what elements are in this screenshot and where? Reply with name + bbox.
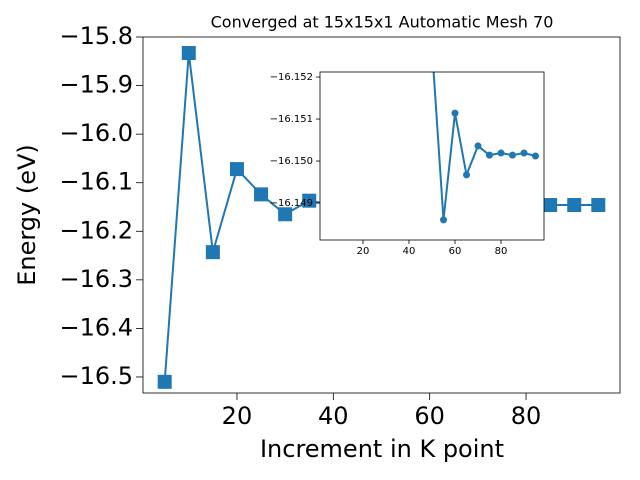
marker — [474, 142, 482, 150]
x-tick-label: 80 — [511, 402, 542, 430]
x-tick-label: 80 — [495, 246, 508, 257]
axes-frame — [319, 71, 545, 241]
marker — [591, 198, 606, 213]
x-tick-label: 20 — [357, 246, 370, 257]
marker — [543, 198, 558, 213]
marker — [205, 245, 220, 260]
x-tick-label: 20 — [222, 402, 253, 430]
marker — [439, 216, 447, 224]
marker — [157, 374, 172, 389]
axes-frame — [142, 36, 621, 394]
marker — [497, 149, 505, 157]
marker — [229, 162, 244, 177]
y-tick-label: −16.152 — [270, 72, 313, 83]
y-tick-label: −16.3 — [59, 265, 133, 293]
marker — [531, 152, 539, 160]
x-tick-label: 40 — [403, 246, 416, 257]
line — [432, 72, 536, 220]
y-tick-label: −16.151 — [270, 114, 313, 125]
marker — [485, 151, 493, 159]
y-tick-label: −15.8 — [59, 22, 133, 50]
y-tick-label: −16.4 — [59, 313, 133, 341]
y-tick-label: −16.2 — [59, 216, 133, 244]
marker — [462, 171, 470, 179]
marker — [181, 46, 196, 61]
marker — [302, 193, 317, 208]
x-tick-label: 60 — [449, 246, 462, 257]
marker — [451, 109, 459, 117]
marker — [254, 187, 269, 202]
y-tick-label: −16.0 — [59, 119, 133, 147]
x-tick-label: 40 — [318, 402, 349, 430]
y-tick-label: −16.1 — [59, 168, 133, 196]
marker — [567, 198, 582, 213]
x-tick-label: 60 — [414, 402, 445, 430]
series — [432, 72, 539, 224]
y-axis-label: Energy (eV) — [13, 144, 41, 286]
axes-background — [320, 72, 544, 240]
marker — [520, 149, 528, 157]
y-tick-label: −16.150 — [270, 156, 313, 167]
x-axis-label: Increment in K point — [260, 435, 504, 463]
marker — [508, 151, 516, 159]
y-tick-label: −16.149 — [270, 198, 313, 209]
y-tick-label: −15.9 — [59, 71, 133, 99]
marker — [278, 207, 293, 222]
chart-title: Converged at 15x15x1 Automatic Mesh 70 — [211, 13, 554, 32]
y-tick-label: −16.5 — [59, 362, 133, 390]
plot-area: 20 40 60 80 −16.152 −16.151 −16.150 −16.149 — [270, 71, 545, 257]
